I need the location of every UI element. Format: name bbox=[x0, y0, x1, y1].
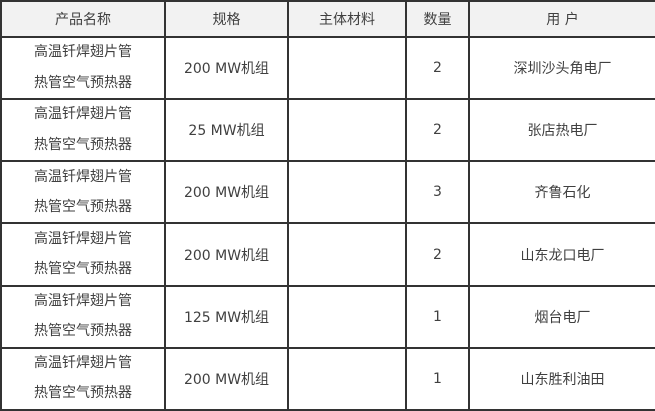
table-row: 高温钎焊翅片管 热管空气预热器 25 MW机组 2 张店热电厂 bbox=[0, 98, 655, 163]
product-name-line2: 热管空气预热器 bbox=[34, 136, 132, 153]
spec-cell: 125 MW机组 bbox=[164, 284, 289, 349]
product-name-cell: 高温钎焊翅片管 热管空气预热器 bbox=[0, 346, 166, 411]
user-cell: 山东胜利油田 bbox=[468, 346, 655, 411]
product-name-line1: 高温钎焊翅片管 bbox=[34, 106, 132, 123]
header-material: 主体材料 bbox=[287, 0, 407, 38]
qty-cell: 1 bbox=[405, 284, 470, 349]
user-cell: 山东龙口电厂 bbox=[468, 222, 655, 287]
qty-cell: 2 bbox=[405, 35, 470, 101]
product-name-line2: 热管空气预热器 bbox=[34, 323, 132, 340]
qty-cell: 3 bbox=[405, 160, 470, 225]
material-cell bbox=[287, 222, 407, 287]
spec-cell: 200 MW机组 bbox=[164, 346, 289, 411]
material-cell bbox=[287, 160, 407, 225]
table-row: 高温钎焊翅片管 热管空气预热器 200 MW机组 1 山东胜利油田 bbox=[0, 346, 655, 411]
product-name-cell: 高温钎焊翅片管 热管空气预热器 bbox=[0, 98, 166, 163]
product-name-line2: 热管空气预热器 bbox=[34, 198, 132, 215]
product-name-cell: 高温钎焊翅片管 热管空气预热器 bbox=[0, 284, 166, 349]
header-spec: 规格 bbox=[164, 0, 289, 38]
product-name-cell: 高温钎焊翅片管 热管空气预热器 bbox=[0, 35, 166, 101]
product-name-line1: 高温钎焊翅片管 bbox=[34, 168, 132, 185]
header-qty: 数量 bbox=[405, 0, 470, 38]
header-product-name: 产品名称 bbox=[0, 0, 166, 38]
material-cell bbox=[287, 284, 407, 349]
qty-cell: 1 bbox=[405, 346, 470, 411]
spec-cell: 200 MW机组 bbox=[164, 160, 289, 225]
material-cell bbox=[287, 346, 407, 411]
product-name-line2: 热管空气预热器 bbox=[34, 261, 132, 278]
table-header-row: 产品名称 规格 主体材料 数量 用 户 bbox=[0, 0, 655, 38]
user-cell: 张店热电厂 bbox=[468, 98, 655, 163]
material-cell bbox=[287, 35, 407, 101]
product-name-cell: 高温钎焊翅片管 热管空气预热器 bbox=[0, 222, 166, 287]
header-user: 用 户 bbox=[468, 0, 655, 38]
table-row: 高温钎焊翅片管 热管空气预热器 125 MW机组 1 烟台电厂 bbox=[0, 284, 655, 349]
product-name-line1: 高温钎焊翅片管 bbox=[34, 355, 132, 371]
table-row: 高温钎焊翅片管 热管空气预热器 200 MW机组 2 山东龙口电厂 bbox=[0, 222, 655, 287]
product-name-line1: 高温钎焊翅片管 bbox=[34, 44, 132, 61]
product-name-line1: 高温钎焊翅片管 bbox=[34, 292, 132, 309]
user-cell: 烟台电厂 bbox=[468, 284, 655, 349]
product-name-cell: 高温钎焊翅片管 热管空气预热器 bbox=[0, 160, 166, 225]
material-cell bbox=[287, 98, 407, 163]
user-cell: 深圳沙头角电厂 bbox=[468, 35, 655, 101]
spec-cell: 25 MW机组 bbox=[164, 98, 289, 163]
table-row: 高温钎焊翅片管 热管空气预热器 200 MW机组 2 深圳沙头角电厂 bbox=[0, 35, 655, 101]
qty-cell: 2 bbox=[405, 98, 470, 163]
user-cell: 齐鲁石化 bbox=[468, 160, 655, 225]
product-name-line2: 热管空气预热器 bbox=[34, 74, 132, 91]
table-row: 高温钎焊翅片管 热管空气预热器 200 MW机组 3 齐鲁石化 bbox=[0, 160, 655, 225]
product-name-line2: 热管空气预热器 bbox=[34, 385, 132, 402]
qty-cell: 2 bbox=[405, 222, 470, 287]
spec-cell: 200 MW机组 bbox=[164, 35, 289, 101]
product-name-line1: 高温钎焊翅片管 bbox=[34, 230, 132, 247]
spec-cell: 200 MW机组 bbox=[164, 222, 289, 287]
